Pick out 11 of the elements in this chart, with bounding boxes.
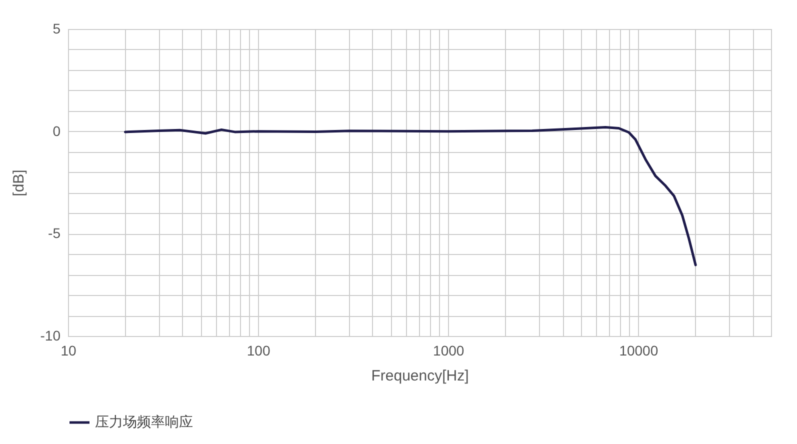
x-tick-label: 1000 — [433, 342, 464, 358]
y-axis-title: [dB] — [10, 170, 28, 196]
y-tick-label: 5 — [52, 20, 61, 36]
x-tick-label: 10000 — [619, 342, 658, 358]
y-tick-label: 0 — [52, 122, 61, 139]
legend-label: 压力场频率响应 — [95, 414, 193, 430]
x-axis-title: Frequency[Hz] — [371, 368, 469, 384]
y-tick-label: -10 — [40, 328, 61, 344]
x-tick-label: 10 — [60, 342, 76, 358]
y-tick-label: -5 — [48, 225, 61, 242]
x-tick-label: 100 — [246, 342, 270, 358]
